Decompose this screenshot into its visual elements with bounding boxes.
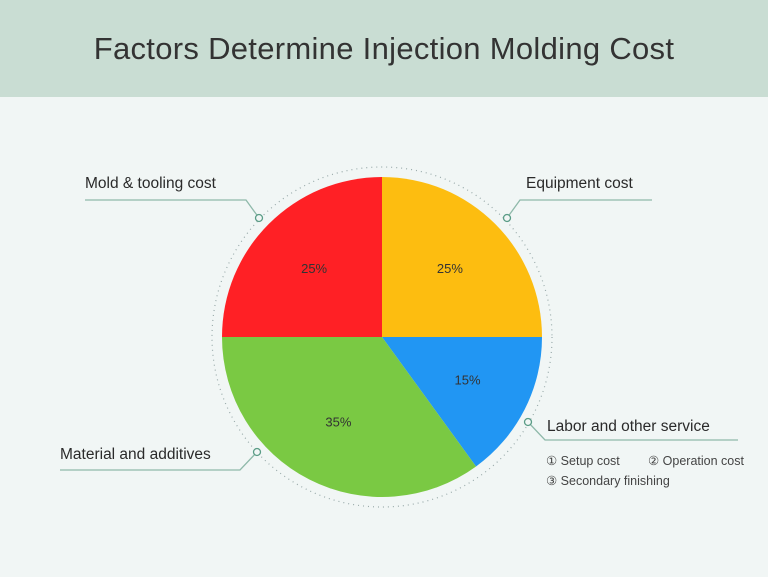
leader-dot bbox=[502, 213, 512, 223]
leader-line bbox=[60, 451, 258, 471]
leader-dot bbox=[523, 417, 533, 427]
slice-value-label: 35% bbox=[325, 415, 351, 430]
slice-value-label: 15% bbox=[455, 373, 481, 388]
label-mold: Mold & tooling cost bbox=[85, 175, 216, 192]
chart-title: Factors Determine Injection Molding Cost bbox=[93, 30, 675, 66]
title-band: Factors Determine Injection Molding Cost bbox=[0, 0, 768, 97]
leader-dot bbox=[252, 447, 262, 457]
label-labor: Labor and other service bbox=[547, 418, 710, 435]
dotted-outline bbox=[211, 166, 553, 508]
leader-line bbox=[527, 421, 738, 441]
pie-slice bbox=[382, 337, 542, 467]
slice-value-label: 25% bbox=[437, 261, 463, 276]
leader-line bbox=[506, 199, 652, 219]
pie-slice bbox=[222, 177, 382, 337]
leader-dot bbox=[254, 213, 264, 223]
leader-line bbox=[85, 199, 260, 219]
labor-item-setup: ① Setup cost bbox=[546, 454, 620, 468]
pie-slice bbox=[382, 177, 542, 337]
pie-slice bbox=[222, 337, 477, 497]
labor-item-finishing: ③ Secondary finishing bbox=[546, 474, 670, 488]
labor-item-operation: ② Operation cost bbox=[648, 454, 744, 468]
slice-value-label: 25% bbox=[301, 261, 327, 276]
label-equipment: Equipment cost bbox=[526, 175, 633, 192]
label-material: Material and additives bbox=[60, 446, 211, 463]
